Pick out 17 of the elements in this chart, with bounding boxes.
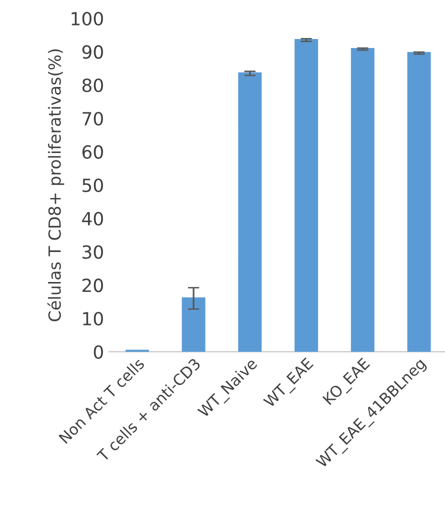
- y-tick-label: 0: [94, 345, 103, 359]
- bar: [238, 72, 262, 352]
- y-tick-label: 80: [82, 78, 103, 92]
- y-axis-title: Células T CD8+ proliferativas(%): [47, 49, 64, 322]
- y-tick-label: 100: [72, 12, 103, 26]
- bar: [182, 297, 206, 352]
- y-tick-label: 10: [83, 312, 103, 326]
- y-tick-label: 70: [82, 112, 103, 126]
- y-tick-label: 90: [82, 45, 103, 59]
- bar: [407, 52, 431, 352]
- bar: [294, 39, 318, 352]
- y-tick-label: 20: [82, 278, 103, 292]
- bar: [350, 48, 374, 352]
- y-tick-label: 30: [82, 245, 103, 259]
- y-tick-label: 40: [82, 212, 103, 226]
- y-tick-label: 50: [82, 178, 103, 192]
- y-tick-label: 60: [82, 145, 103, 159]
